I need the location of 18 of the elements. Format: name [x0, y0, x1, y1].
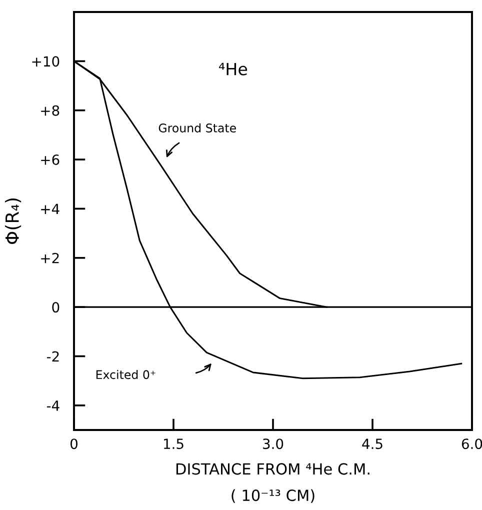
y-tick-label: +4: [41, 204, 60, 214]
y-tick-label: -4: [46, 400, 60, 411]
x-tick-label: 1.5: [164, 438, 184, 450]
y-tick-label: +10: [32, 56, 60, 67]
y-tick-label: 0: [52, 302, 60, 313]
annotation: ⁴He: [218, 62, 248, 76]
y-tick-label: +6: [41, 154, 60, 166]
x-tick-label: 3.0: [263, 438, 284, 450]
y-axis-title: Φ(R₄): [5, 198, 22, 244]
y-tick-label: +2: [41, 252, 59, 264]
x-tick-label: 0: [70, 438, 78, 450]
y-tick-label: -2: [46, 351, 59, 362]
annotation: Excited 0⁺: [96, 370, 156, 380]
y-tick-label: +8: [41, 105, 60, 116]
x-tick-label: 4.5: [362, 438, 382, 450]
x-axis-title: DISTANCE FROM ⁴He C.M. ( 10⁻¹³ CM): [176, 463, 370, 503]
x-tick-label: 6.0: [462, 438, 482, 450]
annotation: Ground State: [158, 123, 236, 132]
